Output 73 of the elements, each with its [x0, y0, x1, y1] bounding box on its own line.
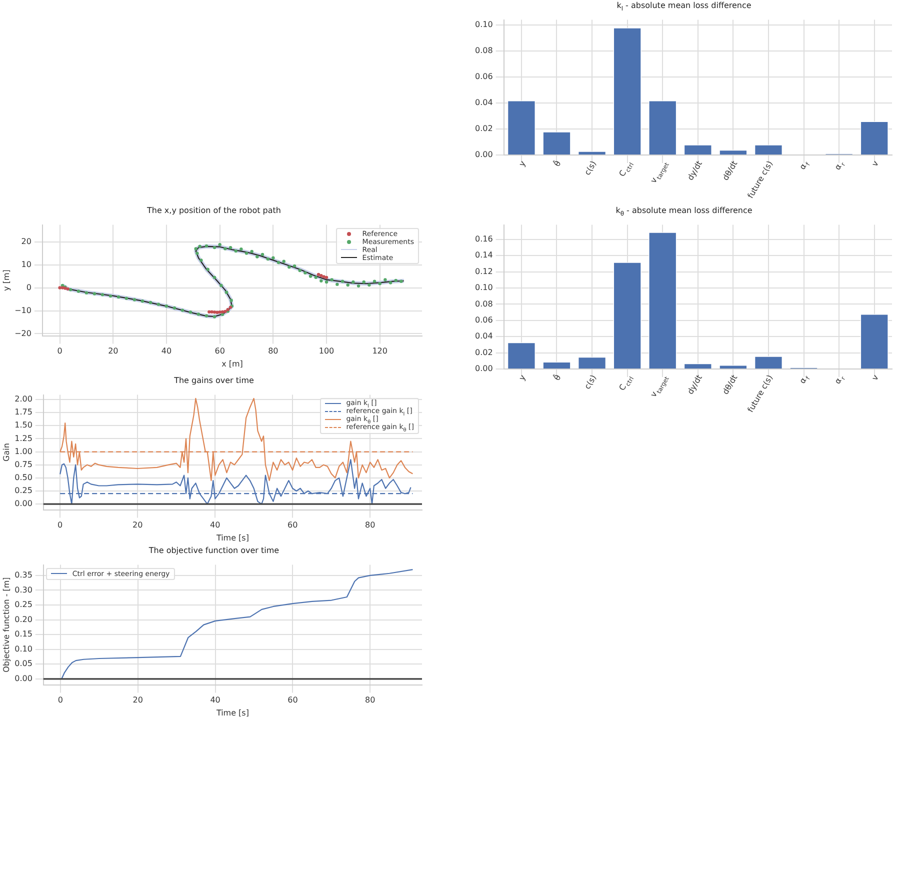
x-axis-title: Time [s] [215, 708, 249, 718]
x-tick-label: v [870, 159, 881, 168]
y-tick-label: 0.06 [475, 72, 493, 82]
x-tick-label: c(s) [582, 373, 598, 391]
x-tick-label: 100 [318, 346, 334, 356]
x-tick-label: 20 [132, 696, 143, 705]
y-tick-label: 0.04 [475, 98, 493, 108]
x-tick-label: 60 [287, 520, 298, 530]
y-tick-label: 0 [26, 282, 32, 292]
x-tick-label: 40 [161, 346, 172, 356]
y-tick-label: 0.10 [475, 283, 493, 292]
y-tick-label: 0.02 [475, 348, 493, 357]
x-axis-title: Time [s] [215, 533, 249, 542]
x-tick-label: 40 [210, 520, 220, 530]
y-tick-label: 0.00 [14, 674, 32, 683]
y-tick-label: 0.30 [14, 585, 32, 594]
x-tick-label: y [517, 159, 528, 168]
x-tick-label: 120 [372, 346, 388, 356]
y-tick-label: 20 [21, 236, 32, 246]
chart-title: The gains over time [173, 375, 255, 386]
x-axis-title: x [m] [222, 359, 243, 368]
y-tick-label: 0.10 [14, 644, 32, 654]
y-axis-title: Objective function - [m] [2, 577, 11, 672]
chart-title: The x,y position of the robot path [146, 205, 282, 216]
x-tick-label: 80 [268, 346, 278, 356]
x-tick-label: 60 [288, 696, 298, 705]
x-tick-label: 80 [364, 520, 376, 530]
y-tick-label: 0.00 [14, 499, 32, 508]
x-tick-label: θ̂ [551, 158, 563, 168]
y-tick-label: 0.25 [14, 600, 32, 610]
y-tick-label: 0.00 [475, 150, 493, 160]
x-tick-label: θ̂ [551, 372, 563, 382]
chart-title: k$_{l}$ - absolute mean loss difference [616, 0, 752, 15]
x-tick-label: c(s) [582, 159, 598, 177]
y-tick-label: 0.15 [14, 630, 32, 639]
y-tick-label: 0.25 [14, 486, 32, 496]
x-tick-label: 40 [210, 696, 220, 705]
y-tick-label: 0.50 [14, 472, 32, 482]
y-tick-label: 1.25 [14, 434, 32, 443]
y-tick-label: −10 [14, 306, 32, 315]
y-axis-title: Gain [2, 443, 11, 462]
y-tick-label: 0.20 [14, 614, 32, 624]
x-tick-label: 0 [57, 346, 62, 356]
x-tick-label: 0 [58, 696, 63, 705]
y-tick-label: 0.04 [475, 332, 493, 341]
x-tick-label: 80 [365, 696, 376, 705]
y-tick-label: 0.12 [475, 266, 493, 276]
y-tick-label: 0.05 [14, 659, 32, 668]
x-tick-label: y [517, 373, 528, 382]
y-tick-label: 1.50 [14, 420, 32, 430]
y-tick-label: 0.35 [14, 570, 32, 580]
y-tick-label: 1.75 [14, 408, 32, 417]
x-tick-label: 20 [108, 346, 118, 356]
y-tick-label: 0.14 [475, 250, 493, 260]
y-tick-label: 0.06 [475, 315, 493, 324]
y-tick-label: 2.00 [14, 394, 32, 404]
y-tick-label: 10 [21, 260, 32, 269]
y-tick-label: 0.02 [475, 124, 493, 134]
y-tick-label: 0.16 [475, 234, 493, 244]
y-tick-label: −20 [14, 328, 32, 338]
x-tick-label: 60 [214, 346, 225, 356]
y-tick-label: 1.00 [14, 446, 32, 456]
x-tick-label: v [870, 373, 881, 382]
x-tick-label: 0 [58, 520, 63, 530]
y-tick-label: 0.08 [475, 46, 493, 56]
y-tick-label: 0.75 [14, 460, 32, 469]
y-axis-title: y [m] [2, 270, 11, 291]
x-tick-label: 20 [132, 520, 143, 530]
y-tick-label: 0.00 [475, 364, 493, 374]
y-tick-label: 0.10 [475, 20, 493, 30]
chart-title: The objective function over time [148, 545, 280, 556]
y-tick-label: 0.08 [475, 299, 493, 308]
chart-title: k$_{θ}$ - absolute mean loss difference [614, 205, 754, 220]
